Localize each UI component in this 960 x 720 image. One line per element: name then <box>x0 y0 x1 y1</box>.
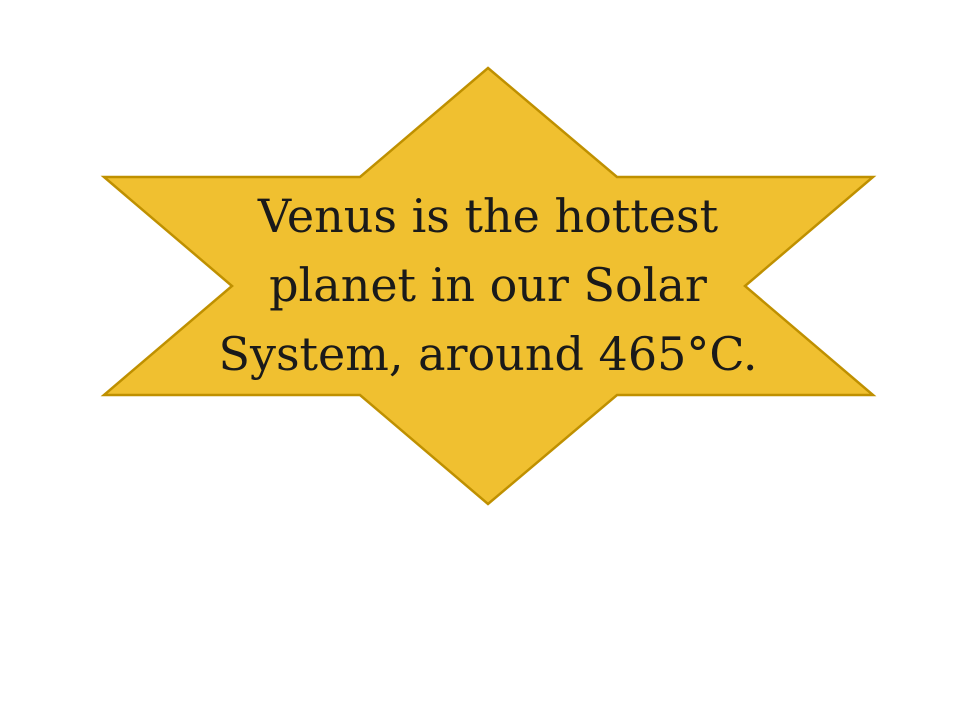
star-text-line-1: Venus is the hottest <box>257 189 719 243</box>
star-text-line-2: planet in our Solar <box>269 258 707 312</box>
star-text-line-3: System, around 465°C. <box>218 327 758 381</box>
star-text: Venus is the hottest planet in our Solar… <box>170 182 806 389</box>
star-polygon <box>100 66 877 506</box>
